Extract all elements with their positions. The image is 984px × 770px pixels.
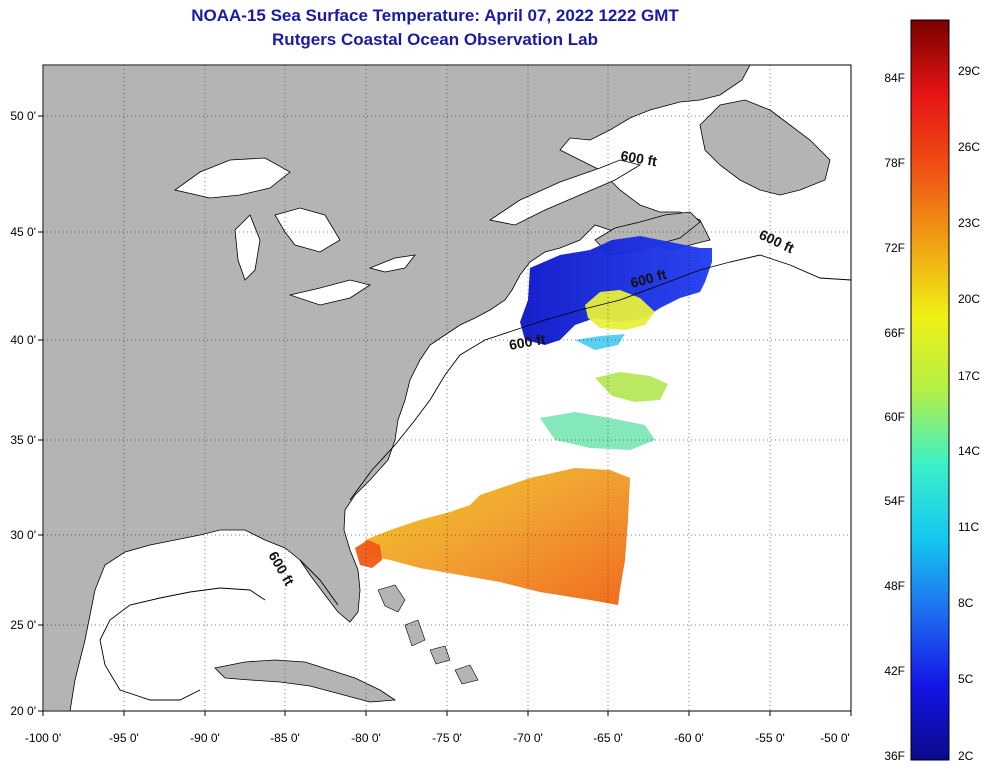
- lon-tick-label: -90 0': [190, 731, 220, 745]
- colorbar-f-label: 54F: [884, 494, 905, 508]
- land-newfoundland: [699, 99, 831, 196]
- contour-label-4: 600 ft: [508, 331, 547, 353]
- colorbar: [910, 19, 950, 761]
- sst-shelf-patch: [575, 334, 625, 350]
- map-title: NOAA-15 Sea Surface Temperature: April 0…: [191, 6, 679, 25]
- lon-labels: -100 0' -95 0' -90 0' -85 0' -80 0' -75 …: [25, 731, 850, 745]
- map-subtitle: Rutgers Coastal Ocean Observation Lab: [272, 30, 598, 49]
- axis-ticks: [38, 115, 852, 716]
- colorbar-f-label: 78F: [884, 156, 905, 170]
- colorbar-c-label: 5C: [958, 672, 974, 686]
- colorbar-c-label: 23C: [958, 216, 980, 230]
- contour-label-1: 600 ft: [619, 147, 658, 169]
- lat-tick-label: 35 0': [10, 433, 36, 447]
- colorbar-c-label: 29C: [958, 64, 980, 78]
- lat-tick-label: 50 0': [10, 109, 36, 123]
- lon-tick-label: -50 0': [820, 731, 850, 745]
- colorbar-c-label: 8C: [958, 596, 974, 610]
- colorbar-f-labels: 36F 42F 48F 54F 60F 66F 72F 78F 84F: [884, 71, 905, 763]
- sst-mid-atlantic: [595, 372, 668, 402]
- sst-warm-ring: [585, 290, 655, 330]
- great-lakes: [174, 157, 416, 306]
- st-lawrence: [488, 159, 642, 226]
- graticule: [43, 65, 851, 711]
- sst-florida-patch: [355, 540, 382, 568]
- lat-tick-label: 20 0': [10, 704, 36, 718]
- lon-tick-label: -85 0': [270, 731, 300, 745]
- sst-southern-area: [365, 468, 630, 605]
- colorbar-c-labels: 2C 5C 8C 11C 14C 17C 20C 23C 26C 29C: [958, 64, 980, 763]
- colorbar-f-label: 42F: [884, 664, 905, 678]
- lat-tick-label: 30 0': [10, 528, 36, 542]
- colorbar-c-label: 14C: [958, 444, 980, 458]
- lat-tick-label: 45 0': [10, 225, 36, 239]
- colorbar-c-label: 11C: [958, 520, 979, 534]
- land-bahamas: [377, 584, 479, 685]
- lat-labels: 20 0' 25 0' 30 0' 35 0' 40 0' 45 0' 50 0…: [10, 109, 36, 718]
- land-cuba: [214, 659, 397, 703]
- colorbar-c-label: 26C: [958, 140, 980, 154]
- colorbar-c-label: 2C: [958, 749, 974, 763]
- colorbar-f-label: 48F: [884, 579, 905, 593]
- lon-tick-label: -80 0': [351, 731, 381, 745]
- lon-tick-label: -65 0': [593, 731, 623, 745]
- colorbar-f-label: 72F: [884, 241, 905, 255]
- lon-tick-label: -100 0': [25, 731, 61, 745]
- land-north-america: [43, 65, 751, 711]
- colorbar-c-label: 20C: [958, 292, 980, 306]
- lat-tick-label: 25 0': [10, 618, 36, 632]
- lon-tick-label: -55 0': [755, 731, 785, 745]
- colorbar-f-label: 84F: [884, 71, 905, 85]
- colorbar-f-label: 36F: [884, 749, 905, 763]
- lat-tick-label: 40 0': [10, 333, 36, 347]
- colorbar-f-label: 60F: [884, 410, 905, 424]
- colorbar-f-label: 66F: [884, 326, 905, 340]
- sst-gulf-stream: [540, 412, 655, 450]
- lon-tick-label: -75 0': [432, 731, 462, 745]
- lon-tick-label: -95 0': [109, 731, 139, 745]
- lon-tick-label: -70 0': [513, 731, 543, 745]
- colorbar-c-label: 17C: [958, 369, 980, 383]
- lon-tick-label: -60 0': [674, 731, 704, 745]
- contour-600ft: [99, 254, 851, 701]
